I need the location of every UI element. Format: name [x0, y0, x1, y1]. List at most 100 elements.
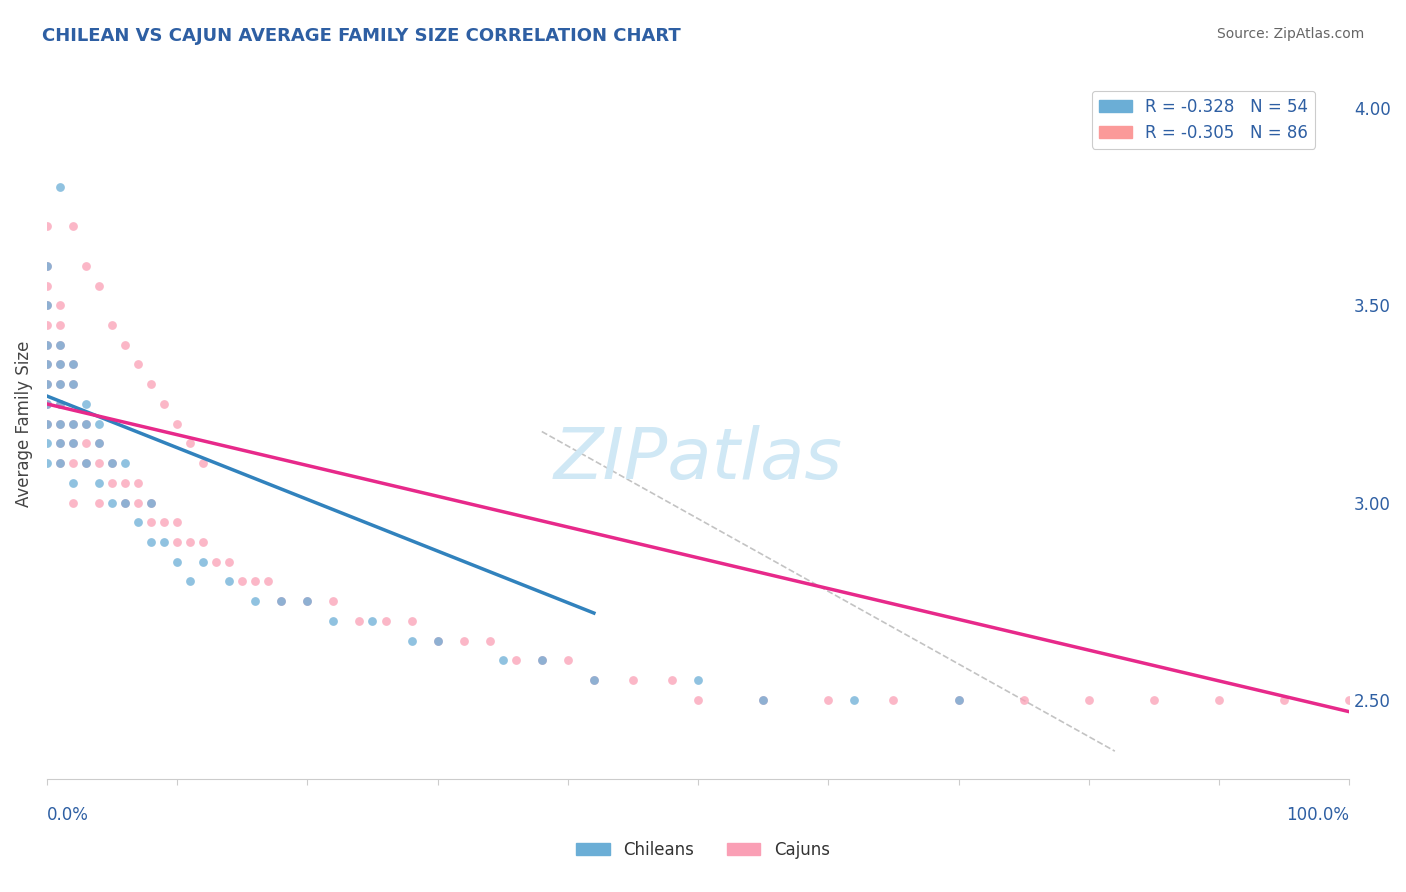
Point — [218, 574, 240, 589]
Point — [193, 555, 215, 569]
Point — [62, 219, 84, 234]
Point — [101, 456, 124, 470]
Point — [661, 673, 683, 687]
Point — [193, 456, 215, 470]
Point — [179, 436, 201, 450]
Point — [49, 397, 72, 411]
Point — [75, 417, 97, 431]
Legend: Chileans, Cajuns: Chileans, Cajuns — [569, 835, 837, 866]
Point — [101, 475, 124, 490]
Point — [374, 614, 396, 628]
Point — [139, 495, 162, 509]
Point — [35, 358, 58, 372]
Point — [49, 337, 72, 351]
Point — [582, 673, 605, 687]
Point — [101, 495, 124, 509]
Point — [35, 298, 58, 312]
Point — [35, 259, 58, 273]
Point — [322, 594, 344, 608]
Point — [478, 633, 501, 648]
Point — [686, 693, 709, 707]
Point — [139, 377, 162, 392]
Point — [62, 377, 84, 392]
Point — [426, 633, 449, 648]
Point — [87, 436, 110, 450]
Point — [453, 633, 475, 648]
Point — [49, 436, 72, 450]
Point — [87, 495, 110, 509]
Point — [35, 417, 58, 431]
Point — [114, 495, 136, 509]
Point — [270, 594, 292, 608]
Point — [62, 475, 84, 490]
Point — [1339, 693, 1361, 707]
Point — [35, 259, 58, 273]
Point — [166, 516, 188, 530]
Point — [49, 358, 72, 372]
Point — [75, 259, 97, 273]
Point — [62, 358, 84, 372]
Point — [87, 456, 110, 470]
Legend: R = -0.328   N = 54, R = -0.305   N = 86: R = -0.328 N = 54, R = -0.305 N = 86 — [1092, 91, 1315, 149]
Point — [87, 417, 110, 431]
Text: 0.0%: 0.0% — [46, 806, 89, 824]
Point — [245, 594, 267, 608]
Point — [75, 397, 97, 411]
Point — [62, 495, 84, 509]
Point — [166, 555, 188, 569]
Point — [349, 614, 371, 628]
Point — [752, 693, 775, 707]
Point — [75, 456, 97, 470]
Point — [75, 456, 97, 470]
Point — [49, 377, 72, 392]
Point — [401, 614, 423, 628]
Point — [218, 555, 240, 569]
Point — [49, 417, 72, 431]
Point — [270, 594, 292, 608]
Point — [101, 318, 124, 332]
Point — [844, 693, 866, 707]
Point — [49, 397, 72, 411]
Point — [322, 614, 344, 628]
Point — [49, 377, 72, 392]
Point — [686, 673, 709, 687]
Point — [35, 377, 58, 392]
Point — [35, 318, 58, 332]
Point — [948, 693, 970, 707]
Point — [530, 653, 553, 667]
Point — [257, 574, 280, 589]
Point — [1012, 693, 1035, 707]
Point — [49, 456, 72, 470]
Point — [35, 436, 58, 450]
Point — [35, 377, 58, 392]
Point — [35, 397, 58, 411]
Point — [75, 417, 97, 431]
Point — [114, 475, 136, 490]
Point — [882, 693, 904, 707]
Point — [49, 436, 72, 450]
Point — [35, 337, 58, 351]
Point — [297, 594, 319, 608]
Point — [139, 535, 162, 549]
Point — [817, 693, 839, 707]
Point — [62, 456, 84, 470]
Point — [948, 693, 970, 707]
Point — [49, 298, 72, 312]
Point — [139, 516, 162, 530]
Point — [297, 594, 319, 608]
Text: ZIPatlas: ZIPatlas — [554, 425, 842, 493]
Point — [62, 417, 84, 431]
Point — [582, 673, 605, 687]
Point — [1143, 693, 1166, 707]
Point — [426, 633, 449, 648]
Point — [153, 516, 176, 530]
Point — [35, 278, 58, 293]
Text: CHILEAN VS CAJUN AVERAGE FAMILY SIZE CORRELATION CHART: CHILEAN VS CAJUN AVERAGE FAMILY SIZE COR… — [42, 27, 681, 45]
Point — [557, 653, 579, 667]
Point — [530, 653, 553, 667]
Point — [35, 298, 58, 312]
Point — [1208, 693, 1230, 707]
Point — [166, 535, 188, 549]
Point — [49, 180, 72, 194]
Point — [179, 535, 201, 549]
